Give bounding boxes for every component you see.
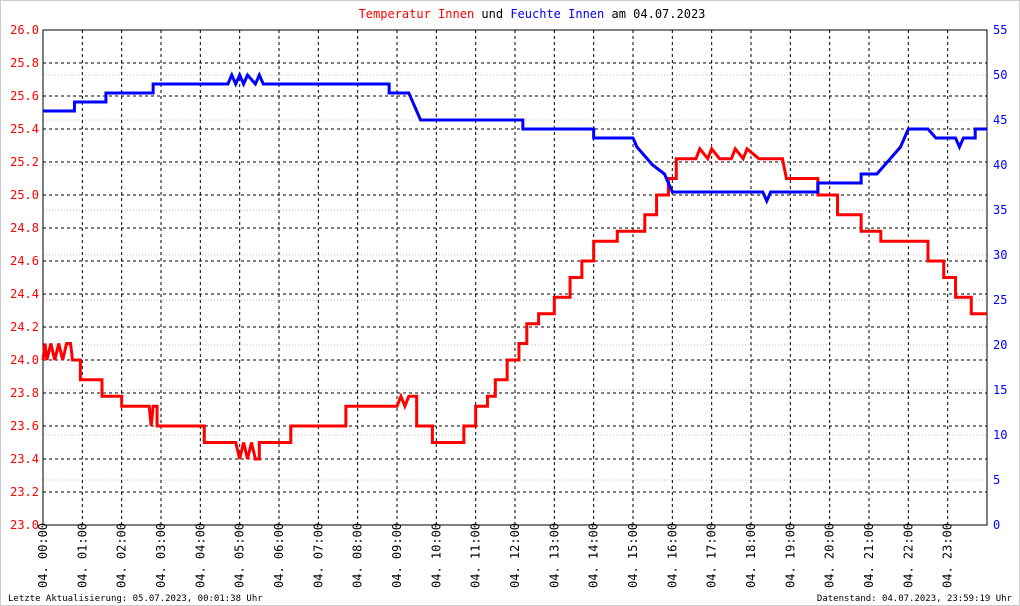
x-tick-label: 04. 15:00 xyxy=(626,523,640,588)
x-tick-label: 04. 04:00 xyxy=(193,523,207,588)
x-tick-label: 04. 19:00 xyxy=(783,523,797,588)
y2-tick-label: 0 xyxy=(993,518,1000,532)
x-tick-label: 04. 02:00 xyxy=(115,523,129,588)
x-tick-label: 04. 20:00 xyxy=(823,523,837,588)
y2-tick-label: 25 xyxy=(993,293,1007,307)
y2-tick-label: 20 xyxy=(993,338,1007,352)
y2-tick-label: 55 xyxy=(993,23,1007,37)
x-tick-label: 04. 22:00 xyxy=(901,523,915,588)
y2-tick-label: 15 xyxy=(993,383,1007,397)
y2-tick-label: 50 xyxy=(993,68,1007,82)
y2-tick-label: 30 xyxy=(993,248,1007,262)
x-tick-label: 04. 01:00 xyxy=(75,523,89,588)
y-tick-label: 24.0 xyxy=(10,353,39,367)
y-tick-label: 24.4 xyxy=(10,287,39,301)
y-tick-label: 25.4 xyxy=(10,122,39,136)
y2-tick-label: 40 xyxy=(993,158,1007,172)
x-tick-label: 04. 17:00 xyxy=(705,523,719,588)
y-tick-label: 25.0 xyxy=(10,188,39,202)
y-tick-label: 23.0 xyxy=(10,518,39,532)
y-tick-label: 23.8 xyxy=(10,386,39,400)
x-tick-label: 04. 11:00 xyxy=(469,523,483,588)
chart-title: Temperatur Innen und Feuchte Innen am 04… xyxy=(359,7,706,21)
x-tick-label: 04. 07:00 xyxy=(311,523,325,588)
title-date: am 04.07.2023 xyxy=(611,7,705,21)
x-tick-label: 04. 00:00 xyxy=(36,523,50,588)
y2-tick-label: 35 xyxy=(993,203,1007,217)
y2-tick-label: 10 xyxy=(993,428,1007,442)
y-tick-label: 23.6 xyxy=(10,419,39,433)
footer-left: Letzte Aktualisierung: 05.07.2023, 00:01… xyxy=(8,594,263,604)
y-tick-label: 26.0 xyxy=(10,23,39,37)
x-tick-label: 04. 10:00 xyxy=(429,523,443,588)
y-tick-label: 25.8 xyxy=(10,56,39,70)
y-tick-label: 24.8 xyxy=(10,221,39,235)
data-line xyxy=(41,145,987,461)
x-tick-label: 04. 23:00 xyxy=(941,523,955,588)
y-tick-label: 23.4 xyxy=(10,452,39,466)
x-tick-label: 04. 16:00 xyxy=(665,523,679,588)
plot-border xyxy=(42,29,988,526)
x-tick-label: 04. 14:00 xyxy=(587,523,601,588)
x-tick-label: 04. 13:00 xyxy=(547,523,561,588)
y2-tick-label: 5 xyxy=(993,473,1000,487)
y-tick-label: 25.6 xyxy=(10,89,39,103)
y2-tick-label: 45 xyxy=(993,113,1007,127)
x-tick-label: 04. 03:00 xyxy=(154,523,168,588)
x-tick-label: 04. 09:00 xyxy=(390,523,404,588)
title-connector: und xyxy=(481,7,503,21)
footer-right: Datenstand: 04.07.2023, 23:59:19 Uhr xyxy=(817,594,1013,604)
y-tick-label: 25.2 xyxy=(10,155,39,169)
y-tick-label: 23.2 xyxy=(10,485,39,499)
x-tick-label: 04. 12:00 xyxy=(508,523,522,588)
x-tick-label: 04. 08:00 xyxy=(351,523,365,588)
data-line xyxy=(43,71,987,205)
x-tick-label: 04. 18:00 xyxy=(744,523,758,588)
title-series-2: Feuchte Innen xyxy=(510,7,604,21)
x-tick-label: 04. 06:00 xyxy=(272,523,286,588)
x-tick-label: 04. 21:00 xyxy=(862,523,876,588)
x-tick-label: 04. 05:00 xyxy=(233,523,247,588)
y-tick-label: 24.2 xyxy=(10,320,39,334)
title-series-1: Temperatur Innen xyxy=(359,7,475,21)
y-tick-label: 24.6 xyxy=(10,254,39,268)
